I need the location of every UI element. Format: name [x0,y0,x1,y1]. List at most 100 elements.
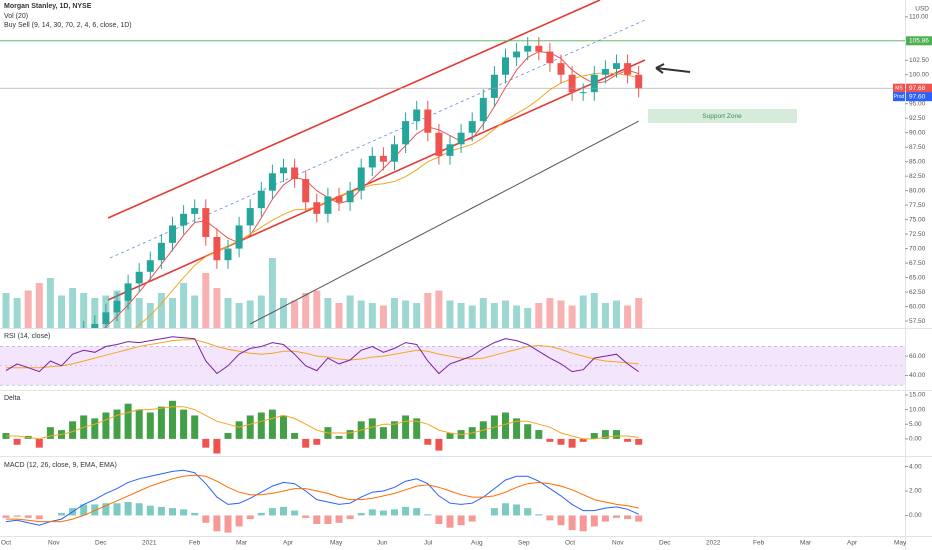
delta-bar [257,412,265,439]
x-tick-label: May [330,540,343,547]
candle-body [424,109,432,133]
delta-bar [313,438,321,445]
delta-bar [590,433,598,439]
macd-hist [157,506,165,516]
volume-bar [424,293,432,328]
y-tick-label: 85.00 [909,158,926,165]
y-tick-label: 80.00 [909,187,926,194]
delta-bar [246,415,254,439]
volume-bar [635,298,643,328]
x-tick-label: Aug [471,540,483,547]
macd-hist [502,503,509,516]
y-tick-label: 0.00 [909,512,922,519]
x-tick-label: Apr [847,540,858,547]
delta-bar [102,412,110,439]
volume-bar [502,300,509,328]
y-tick-label: 95.00 [909,100,926,107]
candle-body [557,63,565,75]
volume-bar [479,298,487,328]
y-tick-label: 67.50 [909,260,926,267]
macd-hist [302,515,310,518]
volume-bar [402,300,410,328]
macd-hist [590,515,598,527]
x-tick-label: Nov [48,540,60,547]
volume-bar [91,298,99,328]
candle-body [446,144,454,156]
chart-title: Morgan Stanley, 1D, NYSE [4,3,92,10]
delta-bar [91,418,99,439]
macd-hist [191,513,199,516]
volume-bar [546,298,554,328]
x-tick-label: Dec [95,540,107,547]
delta-bar [235,421,243,439]
volume-bar [513,305,521,328]
volume-bar [2,293,10,328]
delta-bar [502,412,509,439]
x-tick-label: Feb [189,540,201,547]
delta-bar [113,409,121,439]
support-zone [648,109,797,123]
panel-title: Delta [4,395,20,402]
delta-bar [379,427,387,439]
macd-line [5,469,639,526]
volume-bar [357,300,365,328]
delta-bar [213,438,221,454]
rsi-line [5,336,639,375]
price-label-box [906,36,932,46]
volume-bar [601,303,609,328]
macd-hist [557,515,565,526]
candle-body [624,63,632,75]
price-label: 97.60 [909,93,926,100]
candle-body [457,132,465,145]
candle-body [291,167,299,180]
volume-bar [135,298,143,328]
delta-bar [302,438,310,448]
volume-bar [124,300,132,328]
macd-hist [124,502,132,516]
volume-bar [268,258,276,328]
candle-body [268,173,276,191]
price-label: 105.86 [909,38,929,45]
delta-bar [69,421,77,439]
macd-hist [135,503,143,516]
macd-hist [324,515,332,524]
candle-body [346,190,354,203]
delta-bar [535,430,543,439]
delta-bar [524,424,532,439]
x-tick-label: Dec [659,540,671,547]
macd-hist [379,510,387,516]
delta-bar [124,403,132,439]
rsi-ma [6,339,639,369]
y-tick-label: 90.00 [909,129,926,136]
candle-body [124,283,132,301]
candle-body [513,51,521,58]
candle-body [379,155,387,162]
candle-body [257,190,265,209]
delta-bar [202,438,210,448]
volume-bar [313,290,321,328]
arrow [655,63,691,74]
volume-bar [524,308,532,328]
macd-hist [524,508,532,516]
candle-body [113,300,121,313]
x-tick-label: Jul [424,540,433,547]
macd-hist [368,509,376,516]
volume-bar [446,300,454,328]
y-tick-label: 62.50 [909,289,926,296]
macd-hist [535,514,543,516]
candle-body [568,74,576,93]
x-tick-label: Mar [800,540,812,547]
volume-bar [35,283,43,328]
panel-title: RSI (14, close) [4,333,50,340]
moving-average [249,120,639,325]
y-tick-label: 15.00 [909,392,926,399]
macd-hist [280,506,287,516]
tag-box [893,83,905,93]
candle-body [546,51,554,64]
macd-hist [13,515,21,517]
price-panel: Support Zone Morgan Stanley, 1D, NYSE Vo… [4,0,929,301]
macd-hist [257,513,265,516]
delta-bar [413,418,421,439]
delta-bar [191,415,199,439]
volume-bar [291,300,299,328]
